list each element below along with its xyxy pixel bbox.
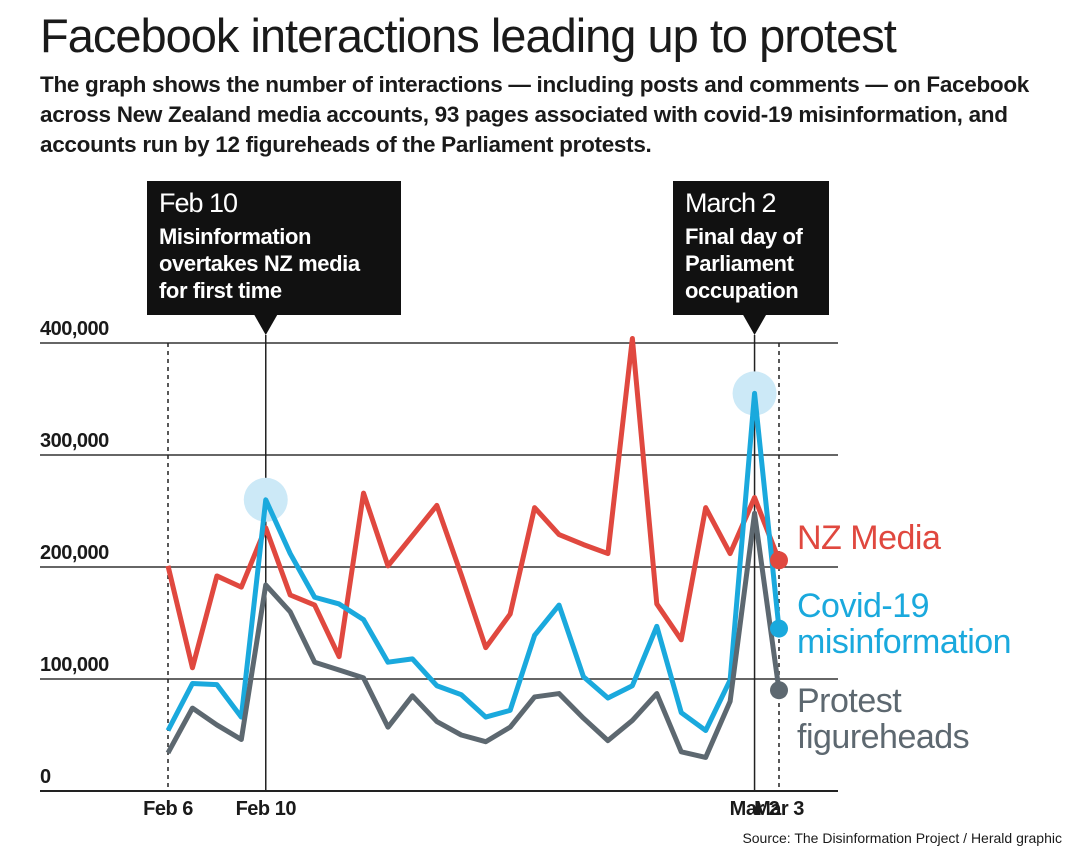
annotation-text: for first time bbox=[159, 278, 282, 303]
y-tick-label: 200,000 bbox=[40, 542, 109, 564]
y-tick-label: 300,000 bbox=[40, 430, 109, 452]
legend-label: Protest figureheads bbox=[797, 682, 970, 756]
series-line bbox=[165, 390, 782, 734]
annotation-date: March 2 bbox=[685, 188, 776, 218]
annotation-box bbox=[147, 181, 401, 315]
y-tick-label: 400,000 bbox=[40, 318, 109, 340]
y-tick-label: 100,000 bbox=[40, 654, 109, 676]
annotation-text: overtakes NZ media bbox=[159, 251, 361, 276]
x-tick-label: Feb 6 bbox=[143, 798, 193, 820]
y-tick-label: 0 bbox=[40, 766, 51, 788]
subtitle: The graph shows the number of interactio… bbox=[40, 72, 1030, 157]
annotation-text: Final day of bbox=[685, 224, 804, 249]
end-dot bbox=[770, 681, 788, 700]
source: Source: The Disinformation Project / Her… bbox=[742, 830, 1062, 846]
annotation-text: occupation bbox=[685, 278, 798, 303]
x-tick-label: Feb 10 bbox=[236, 798, 297, 820]
annotation-date: Feb 10 bbox=[159, 188, 237, 218]
x-tick-label: Mar 3 bbox=[754, 798, 804, 820]
annotation-text: Misinformation bbox=[159, 224, 311, 249]
legend-label: NZ Media bbox=[797, 519, 941, 557]
legend-label: Covid-19 misinformation bbox=[797, 587, 1012, 661]
annotation-pointer bbox=[253, 314, 278, 335]
chart-title: Facebook interactions leading up to prot… bbox=[40, 9, 897, 62]
x-tick-label: Mar 2 bbox=[730, 798, 780, 820]
annotation-box bbox=[673, 181, 829, 315]
end-dot bbox=[770, 551, 788, 570]
annotation-text: Parliament bbox=[685, 251, 795, 276]
series-line bbox=[165, 336, 782, 671]
series-line bbox=[165, 510, 782, 760]
end-dot bbox=[770, 619, 788, 638]
annotation-pointer bbox=[742, 314, 767, 335]
